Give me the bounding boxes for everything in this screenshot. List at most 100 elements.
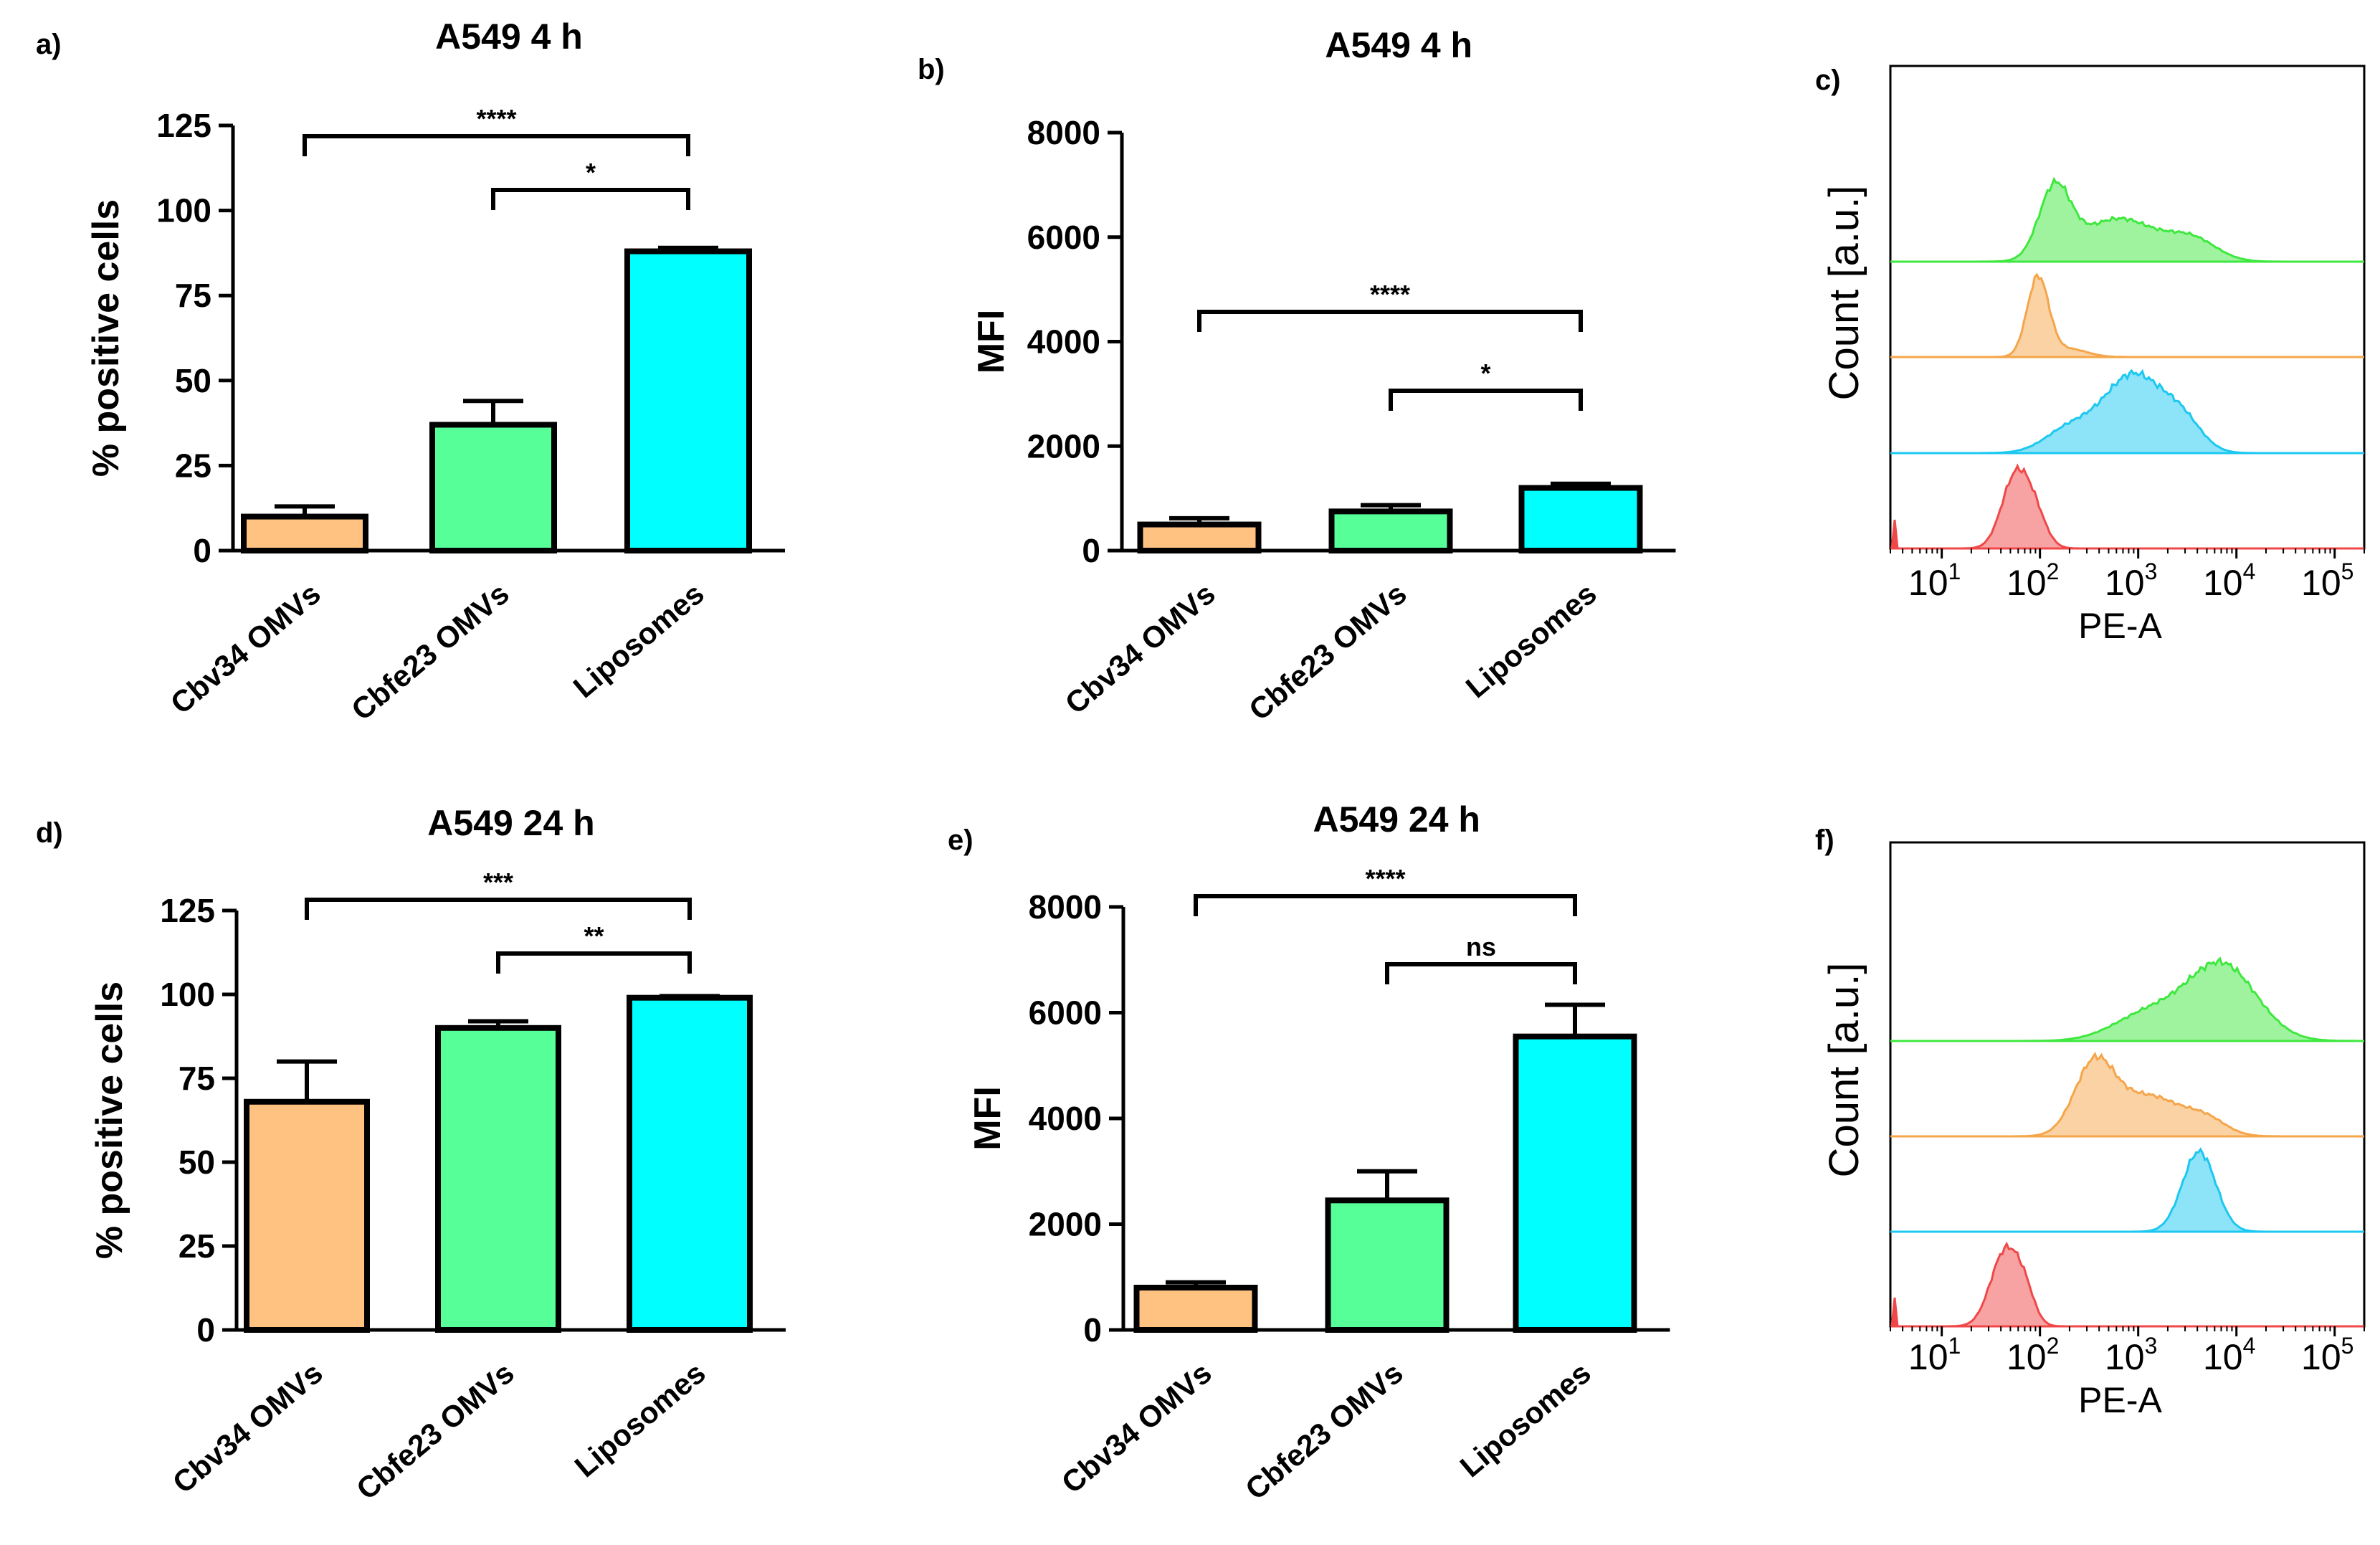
- significance-label: **: [584, 921, 604, 951]
- y-tick-label: 4000: [1029, 1100, 1102, 1137]
- histogram-panel-f: 101 102 103 104 105 PE-A Count [a.u.]: [1821, 841, 2366, 1420]
- histogram-cyan: [1890, 1147, 2364, 1233]
- x-tick-label: Liposomes: [1454, 1356, 1597, 1484]
- y-tick-label: 4000: [1027, 323, 1100, 361]
- significance-bracket: [496, 951, 692, 974]
- y-tick-label: 125: [160, 892, 215, 929]
- bar: [435, 1025, 561, 1334]
- panel-letter-e: e): [948, 824, 974, 856]
- hist-tick-label: 103: [2105, 558, 2157, 603]
- significance-bracket: [1194, 894, 1577, 916]
- y-axis-label: MFI: [967, 1086, 1009, 1151]
- chart-title: A549 4 h: [435, 16, 583, 57]
- x-tick-label: Liposomes: [1460, 576, 1603, 705]
- bar: [1325, 1197, 1450, 1333]
- chart-title: A549 24 h: [427, 803, 594, 843]
- histogram-green: [1890, 176, 2364, 263]
- y-tick-label: 0: [193, 532, 211, 569]
- x-tick-label: Cbv34 OMVs: [166, 1356, 329, 1500]
- bar: [1328, 508, 1453, 553]
- bar: [241, 513, 368, 553]
- y-tick-label: 0: [1082, 532, 1100, 569]
- histogram-orange: [1890, 272, 2364, 358]
- hist-y-label: Count [a.u.]: [1821, 963, 1867, 1178]
- y-axis-label: % positive cells: [89, 981, 130, 1259]
- panel-letter-f: f): [1815, 824, 1834, 856]
- panel-letter-d: d): [36, 817, 63, 849]
- y-tick-label: 0: [1083, 1311, 1102, 1349]
- hist-tick-label: 101: [1908, 558, 1961, 603]
- significance-label: ****: [1370, 280, 1410, 309]
- hist-tick-label: 104: [2203, 558, 2255, 603]
- significance-label: *: [586, 158, 596, 187]
- significance-bracket: [1385, 962, 1577, 984]
- significance-label: ****: [476, 104, 516, 133]
- y-tick-label: 0: [196, 1311, 215, 1349]
- significance-bracket: [1197, 310, 1583, 332]
- bar-chart-b: A549 4 h 0 2000 4000 6000 8000 MFI Cbv34 OMVs Cb…: [971, 25, 1676, 727]
- hist-x-label: PE-A: [2078, 1380, 2162, 1420]
- bar: [244, 1098, 370, 1333]
- hist-y-label: Count [a.u.]: [1821, 186, 1867, 401]
- histogram-frame: [1889, 841, 2366, 1328]
- histogram-panel-c: 101 102 103 104 105 PE-A Count [a.u.]: [1821, 65, 2366, 646]
- significance-label: ****: [1365, 864, 1405, 893]
- chart-title: A549 4 h: [1325, 25, 1472, 65]
- hist-tick-label: 102: [2007, 1333, 2059, 1377]
- x-tick-label: Liposomes: [568, 1356, 712, 1484]
- x-tick-label: Cbfe23 OMVs: [1242, 576, 1413, 727]
- hist-tick-label: 105: [2301, 558, 2353, 603]
- panel-letter-c: c): [1815, 65, 1841, 96]
- hist-tick-label: 101: [1908, 1333, 1961, 1377]
- y-tick-label: 100: [156, 192, 211, 229]
- y-tick-label: 100: [160, 976, 215, 1013]
- histogram-edge-spike: [1890, 519, 1899, 549]
- bar-chart-e: A549 24 h 0 2000 4000 6000 8000 MFI Cbv34 OMVs C…: [967, 799, 1670, 1506]
- y-axis-label: % positive cells: [85, 199, 127, 477]
- x-tick-label: Cbv34 OMVs: [164, 576, 327, 721]
- y-tick-label: 25: [178, 1227, 215, 1265]
- hist-tick-label: 102: [2007, 558, 2059, 603]
- x-tick-label: Cbv34 OMVs: [1059, 576, 1222, 721]
- hist-x-label: PE-A: [2078, 606, 2162, 646]
- significance-label: ***: [483, 867, 513, 897]
- bar: [624, 248, 752, 553]
- histogram-red: [1890, 1241, 2364, 1328]
- y-tick-label: 8000: [1029, 888, 1102, 926]
- y-tick-label: 50: [178, 1144, 215, 1181]
- y-tick-label: 6000: [1029, 994, 1102, 1032]
- y-axis-label: MFI: [971, 310, 1012, 374]
- histogram-cyan: [1890, 369, 2364, 455]
- y-tick-label: 6000: [1027, 219, 1100, 256]
- x-tick-label: Cbv34 OMVs: [1055, 1356, 1218, 1500]
- histogram-red: [1890, 463, 2364, 550]
- bar-chart-a: A549 4 h 0 25 50 75 100 125 % positive cells Cbv…: [85, 16, 785, 727]
- y-tick-label: 25: [175, 447, 211, 484]
- significance-bracket: [1389, 389, 1583, 411]
- y-tick-label: 2000: [1027, 427, 1100, 465]
- hist-tick-label: 105: [2301, 1333, 2353, 1377]
- hist-tick-label: 104: [2203, 1333, 2255, 1377]
- y-tick-label: 50: [175, 362, 211, 399]
- significance-bracket: [305, 898, 692, 920]
- x-tick-label: Cbfe23 OMVs: [345, 576, 515, 727]
- significance-label: ns: [1466, 932, 1496, 961]
- significance-bracket: [303, 134, 690, 156]
- x-tick-label: Liposomes: [567, 576, 710, 705]
- y-tick-label: 8000: [1027, 114, 1100, 151]
- bar: [1133, 1285, 1258, 1333]
- significance-bracket: [491, 188, 690, 210]
- bar: [1513, 1033, 1637, 1333]
- histogram-frame: [1889, 65, 2366, 550]
- hist-tick-label: 103: [2105, 1333, 2157, 1377]
- x-tick-label: Cbfe23 OMVs: [1239, 1356, 1409, 1506]
- x-tick-label: Cbfe23 OMVs: [350, 1356, 520, 1506]
- panel-letter-b: b): [918, 54, 945, 85]
- y-tick-label: 75: [178, 1060, 215, 1097]
- bar: [429, 422, 557, 553]
- y-tick-label: 125: [156, 107, 211, 144]
- panel-letter-a: a): [36, 29, 62, 60]
- bar: [1137, 521, 1262, 553]
- bar: [1518, 485, 1643, 553]
- histogram-edge-spike: [1890, 1297, 1899, 1327]
